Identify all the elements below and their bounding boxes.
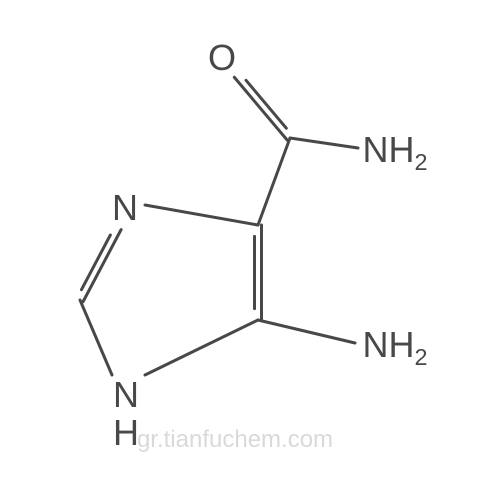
watermark-text: gr.tianfuchem.com — [137, 426, 333, 454]
atom-N3H-h: H — [113, 415, 139, 451]
atom-O: O — [208, 40, 236, 76]
atom-N1: N — [112, 190, 138, 226]
molecule-bonds — [0, 0, 500, 500]
atom-NH2b: NH2 — [362, 327, 427, 363]
atom-NH2a: NH2 — [362, 132, 427, 168]
atom-N3H: N — [113, 377, 139, 413]
